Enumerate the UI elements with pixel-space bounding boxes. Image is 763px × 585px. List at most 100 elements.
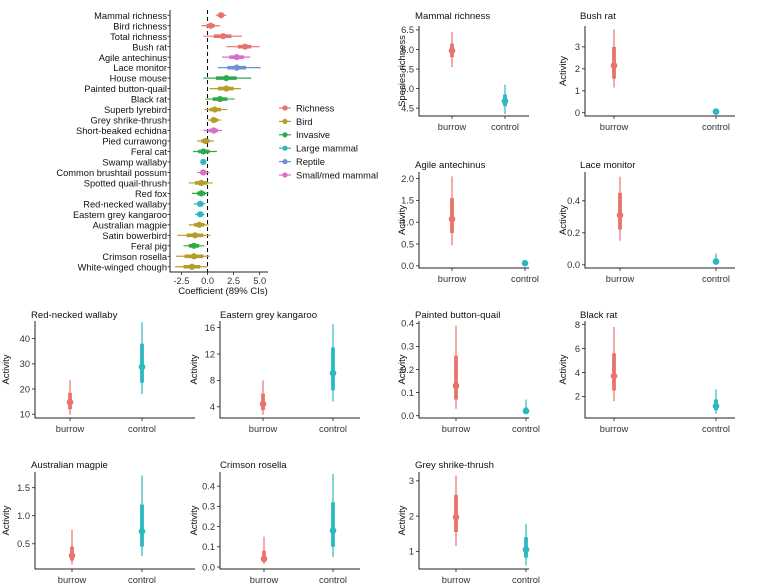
forest-estimate-point-red-fox xyxy=(198,190,205,197)
estimate-point-burrow xyxy=(452,382,460,389)
panel-painted-button-quail: Painted button-quail 0.0 0.1 0.2 0.3 0.4 Activ… xyxy=(397,310,540,434)
panel-y-tick-label: 10 xyxy=(20,410,30,420)
panel-x-tick-label-control: control xyxy=(702,274,730,284)
panel-x-tick-label-burrow: burrow xyxy=(249,424,278,434)
estimate-point-burrow xyxy=(66,398,74,406)
panel-x-tick-label-burrow: burrow xyxy=(250,575,279,585)
panel-y-tick-label: 0.1 xyxy=(401,388,414,398)
forest-estimate-point-grey-shrike-thrush xyxy=(210,116,217,124)
panel-y-tick-label: 4 xyxy=(210,402,215,412)
panel-red-necked-wallaby: Red-necked wallaby 10 20 30 40 Activity burrow… xyxy=(1,310,195,434)
panel-title: Mammal richness xyxy=(415,11,490,22)
legend-label-reptile: Reptile xyxy=(296,157,325,167)
panel-y-tick-label: 1 xyxy=(575,86,580,96)
legend-key-point-large-mammal xyxy=(282,145,288,151)
panel-y-tick-label: 3 xyxy=(575,42,580,52)
panel-x-tick-label-burrow: burrow xyxy=(438,122,467,132)
legend-label-bird: Bird xyxy=(296,117,313,127)
forest-row-label-superb-lyrebird: Superb lyrebird xyxy=(104,105,167,115)
panel-x-tick-label-burrow: burrow xyxy=(56,424,85,434)
estimate-point-control xyxy=(138,363,146,371)
estimate-point-burrow xyxy=(452,513,460,521)
panel-x-tick-label-burrow: burrow xyxy=(442,575,471,585)
panel-y-tick-label: 2 xyxy=(575,392,580,402)
panel-title: Lace monitor xyxy=(580,160,636,171)
panel-title: Grey shrike-thrush xyxy=(415,460,494,471)
forest-x-tick-label: -2.5 xyxy=(173,276,189,286)
panel-y-tick-label: 6.5 xyxy=(401,25,414,35)
forest-row-label-bush-rat: Bush rat xyxy=(132,42,167,52)
panel-y-tick-label: 16 xyxy=(205,323,215,333)
forest-estimate-point-eastern-grey-kangaroo xyxy=(197,211,204,218)
panel-y-tick-label: 6 xyxy=(575,344,580,354)
panel-title: Black rat xyxy=(580,310,618,321)
panel-y-tick-label: 8 xyxy=(210,376,215,386)
panel-x-tick-label-control: control xyxy=(511,274,539,284)
forest-row-label-total-richness: Total richness xyxy=(110,32,167,42)
panel-y-tick-label: 0.2 xyxy=(401,365,414,375)
forest-estimate-point-satin-bowerbird xyxy=(191,232,199,239)
panel-y-tick-label: 0.3 xyxy=(401,342,414,352)
forest-estimate-point-spotted-quail-thrush xyxy=(198,179,205,187)
panel-australian-magpie: Australian magpie 0.5 1.0 1.5 Activity burrow… xyxy=(1,460,195,585)
forest-row-label-satin-bowerbird: Satin bowerbird xyxy=(102,231,167,241)
panel-y-tick-label: 0.4 xyxy=(202,481,215,491)
panel-x-tick-label-control: control xyxy=(702,424,730,434)
panel-title: Painted button-quail xyxy=(415,310,500,321)
forest-row-label-lace-monitor: Lace monitor xyxy=(113,63,167,73)
forest-estimate-point-painted-button-quail xyxy=(223,85,230,92)
forest-row-label-feral-cat: Feral cat xyxy=(131,147,168,157)
estimate-point-burrow xyxy=(259,400,267,408)
panel-y-tick-label: 20 xyxy=(20,384,30,394)
panel-x-tick-label-control: control xyxy=(512,575,540,585)
estimate-point-burrow xyxy=(448,215,456,223)
panel-y-axis-label: Activity xyxy=(397,505,408,535)
panel-x-tick-label-control: control xyxy=(128,424,156,434)
legend-label-small-med-mammal: Small/med mammal xyxy=(296,170,378,180)
panel-x-tick-label-control: control xyxy=(512,424,540,434)
estimate-point-burrow xyxy=(610,62,618,69)
panel-y-tick-label: 2 xyxy=(575,64,580,74)
forest-row-label-crimson-rosella: Crimson rosella xyxy=(102,252,167,262)
panel-y-tick-label: 0.2 xyxy=(202,522,215,532)
estimate-point-burrow xyxy=(448,47,456,54)
panel-x-tick-label-burrow: burrow xyxy=(600,122,629,132)
panel-y-tick-label: 0.4 xyxy=(401,319,414,329)
panel-title: Eastern grey kangaroo xyxy=(220,310,317,321)
panel-x-tick-label-burrow: burrow xyxy=(600,424,629,434)
panel-y-tick-label: 4 xyxy=(575,368,580,378)
panel-y-tick-label: 0.0 xyxy=(401,261,414,271)
panel-crimson-rosella: Crimson rosella 0.0 0.1 0.2 0.3 0.4 Activity bu… xyxy=(189,460,360,585)
legend-key-point-small-med-mammal xyxy=(282,172,288,178)
estimate-point-control xyxy=(501,97,509,105)
forest-row-label-pied-currawong: Pied currawong xyxy=(102,137,167,147)
estimate-point-burrow xyxy=(610,372,618,380)
forest-row-label-mammal-richness: Mammal richness xyxy=(94,11,167,21)
panel-agile-antechinus: Agile antechinus 0.0 0.5 1.0 1.5 2.0 Activity b… xyxy=(397,160,539,284)
forest-estimate-point-black-rat xyxy=(216,95,224,103)
forest-row-label-swamp-wallaby: Swamp wallaby xyxy=(102,158,167,168)
legend-key-point-reptile xyxy=(282,159,288,165)
panel-title: Australian magpie xyxy=(31,460,108,471)
panel-x-tick-label-burrow: burrow xyxy=(442,424,471,434)
panel-y-tick-label: 0.5 xyxy=(401,239,414,249)
panel-y-axis-label: Activity xyxy=(558,354,569,384)
panel-x-tick-label-control: control xyxy=(491,122,519,132)
estimate-point-control xyxy=(521,259,529,267)
estimate-point-control xyxy=(138,528,146,535)
panel-y-tick-label: 1.0 xyxy=(17,511,30,521)
forest-estimate-point-bush-rat xyxy=(241,43,249,50)
panel-title: Bush rat xyxy=(580,11,616,22)
legend-key-point-invasive xyxy=(282,132,288,138)
estimate-point-burrow xyxy=(616,211,624,219)
panel-y-axis-label: Activity xyxy=(189,354,200,384)
forest-estimate-point-feral-pig xyxy=(190,242,198,249)
estimate-point-burrow xyxy=(260,555,268,563)
panel-y-axis-label: Species richness xyxy=(397,35,408,107)
estimate-point-control xyxy=(712,258,720,265)
panel-black-rat: Black rat 2 4 6 8 Activity burrow control xyxy=(558,310,735,434)
panel-y-tick-label: 1.5 xyxy=(17,483,30,493)
